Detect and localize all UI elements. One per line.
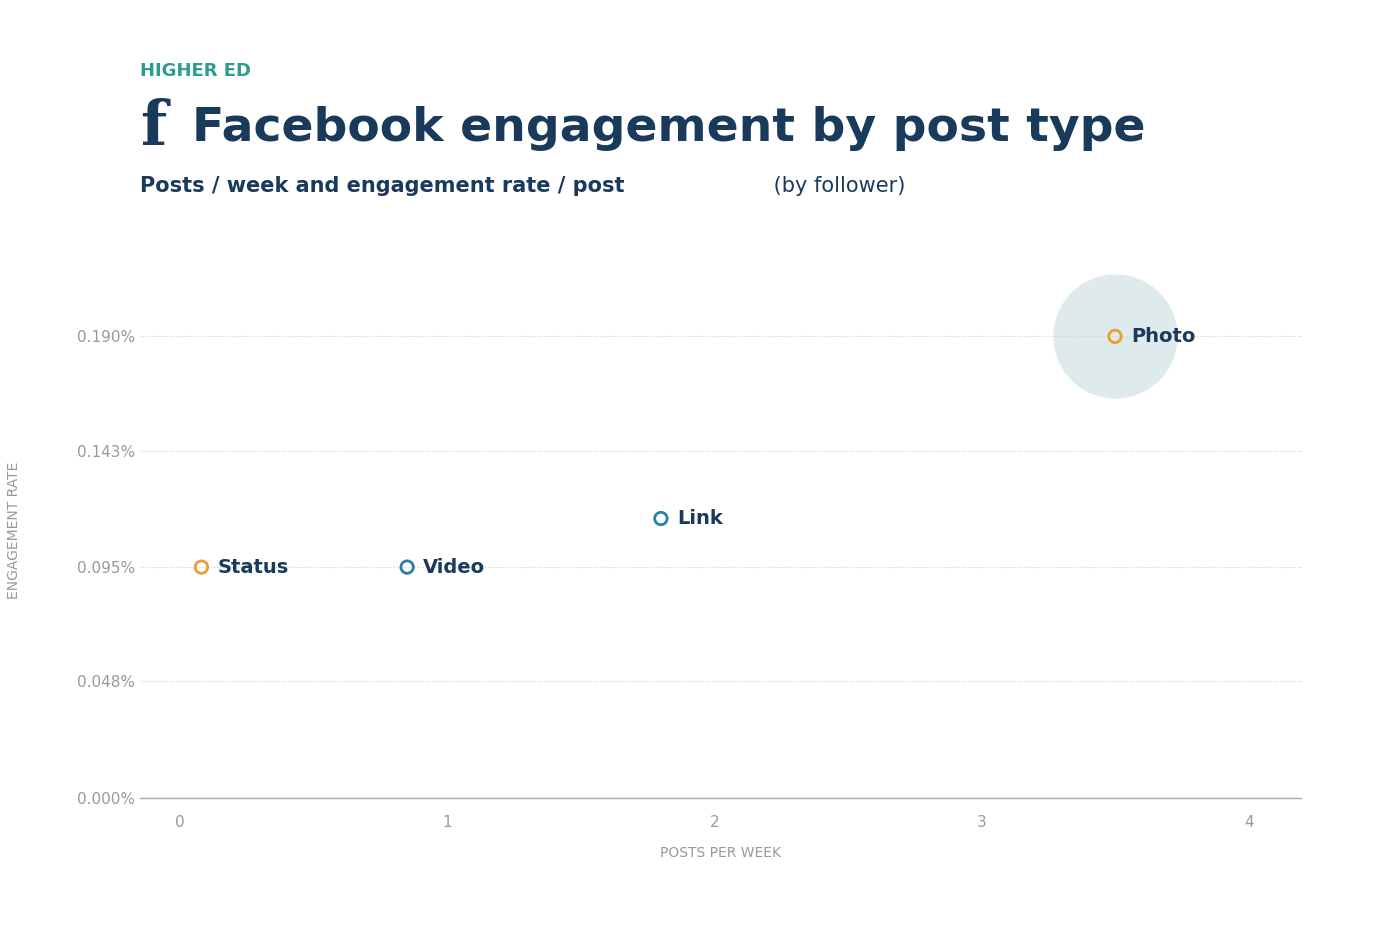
Text: Status: Status — [217, 558, 288, 576]
Text: IQ: IQ — [1267, 891, 1295, 911]
Text: Posts / week and engagement rate / post: Posts / week and engagement rate / post — [140, 176, 624, 196]
Text: f: f — [140, 99, 167, 158]
Text: Facebook engagement by post type: Facebook engagement by post type — [192, 106, 1145, 151]
Text: HIGHER ED: HIGHER ED — [140, 62, 251, 80]
Text: (by follower): (by follower) — [767, 176, 906, 196]
X-axis label: POSTS PER WEEK: POSTS PER WEEK — [661, 846, 781, 860]
Text: Link: Link — [678, 509, 722, 528]
Text: Video: Video — [423, 558, 486, 576]
Text: Rival: Rival — [1260, 859, 1302, 875]
Point — [396, 560, 419, 574]
Point — [1103, 329, 1126, 344]
Point — [190, 560, 213, 574]
Point — [650, 511, 672, 526]
Y-axis label: ENGAGEMENT RATE: ENGAGEMENT RATE — [7, 462, 21, 600]
Point — [1103, 329, 1126, 344]
Text: Photo: Photo — [1131, 327, 1196, 346]
